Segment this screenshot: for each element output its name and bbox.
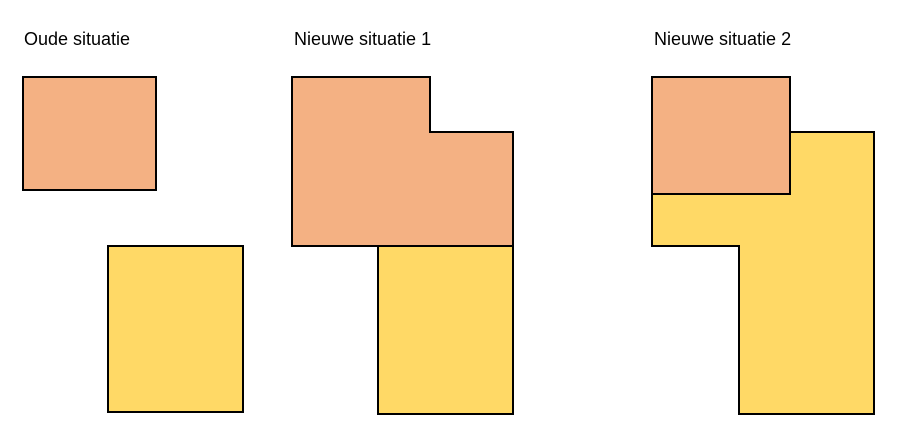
panel-nieuwe-situatie-2 xyxy=(652,77,874,414)
panel-oude-situatie xyxy=(23,77,243,412)
new2-orange-parcel xyxy=(652,77,790,194)
new1-yellow-parcel xyxy=(378,246,513,414)
panel-nieuwe-situatie-1 xyxy=(292,77,513,414)
new1-orange-parcel xyxy=(292,77,513,246)
old-yellow-parcel xyxy=(108,246,243,412)
old-orange-parcel xyxy=(23,77,156,190)
